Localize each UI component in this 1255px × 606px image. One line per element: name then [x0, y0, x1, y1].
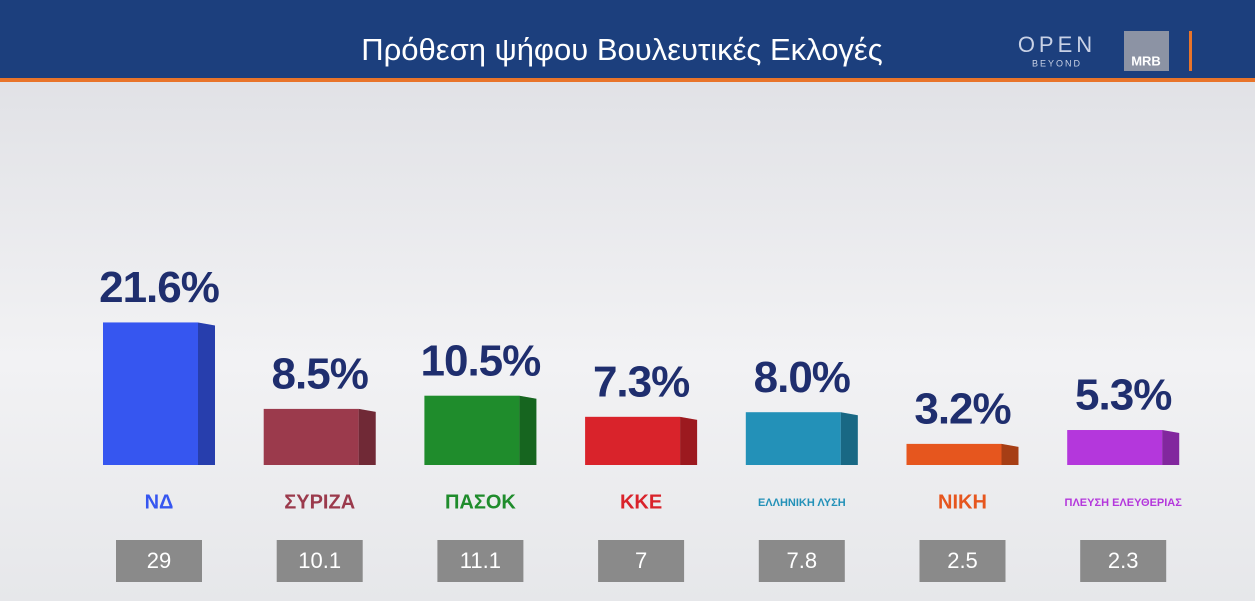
bar-side-shade [680, 416, 698, 465]
bar-side-shade [1001, 443, 1019, 465]
bar [424, 395, 520, 465]
bar-side [358, 408, 376, 465]
party-label: ΣΥΡΙΖΑ [284, 491, 355, 513]
bar-side [198, 322, 215, 465]
previous-box [598, 540, 685, 582]
previous-box [437, 540, 524, 582]
bar [585, 416, 681, 465]
party-label: ΝΔ [145, 491, 174, 513]
bar-side-shade [1162, 430, 1180, 465]
value-label: 8.0% [754, 353, 850, 402]
bar-side-shade [840, 412, 858, 465]
previous-value: 7.8 [787, 548, 818, 573]
value-label: 7.3% [593, 357, 689, 406]
bar [263, 408, 359, 465]
party-label: ΝΙΚΗ [938, 491, 987, 513]
previous-box [758, 540, 845, 582]
value-label: 8.5% [272, 350, 368, 399]
bar-side-shade [519, 395, 537, 465]
bar-side [1001, 443, 1019, 465]
previous-box [1080, 540, 1167, 582]
pollster-box [1124, 31, 1169, 71]
party-label: ΠΑΣΟΚ [445, 491, 516, 513]
brand-pollster: MRB [1131, 53, 1161, 68]
value-label: 10.5% [421, 336, 541, 385]
bar-side [519, 395, 537, 465]
value-label: 5.3% [1075, 371, 1171, 420]
bar-side [1162, 430, 1180, 465]
bar-side-shade [198, 322, 215, 465]
bar [103, 322, 198, 465]
bar [906, 443, 1002, 465]
bar-side [680, 416, 698, 465]
bar-side-shade [358, 408, 376, 465]
bar-side [840, 412, 858, 465]
header-rule [0, 78, 1255, 82]
brand-tagline: BEYOND [1032, 58, 1082, 68]
value-label: 21.6% [99, 263, 219, 312]
party-label: ΕΛΛΗΝΙΚΗ ΛΥΣΗ [758, 497, 846, 509]
previous-value: 11.1 [460, 548, 501, 573]
chart-title: Πρόθεση ψήφου Βουλευτικές Εκλογές [361, 32, 882, 67]
brand-channel: OPEN [1018, 32, 1096, 57]
previous-value: 10.1 [298, 548, 341, 573]
party-label: ΠΛΕΥΣΗ ΕΛΕΥΘΕΡΙΑΣ [1065, 497, 1183, 509]
header-band [0, 0, 1255, 78]
previous-box [116, 540, 202, 582]
previous-value: 29 [147, 548, 171, 573]
previous-value: 7 [635, 548, 647, 573]
bar [1067, 430, 1163, 465]
previous-value: 2.3 [1108, 548, 1139, 573]
bar [745, 412, 841, 465]
previous-box [276, 540, 363, 582]
previous-value: 2.5 [947, 548, 978, 573]
party-label: ΚΚΕ [620, 491, 662, 513]
brand-divider [1189, 31, 1192, 71]
previous-box [919, 540, 1006, 582]
value-label: 3.2% [914, 385, 1010, 434]
